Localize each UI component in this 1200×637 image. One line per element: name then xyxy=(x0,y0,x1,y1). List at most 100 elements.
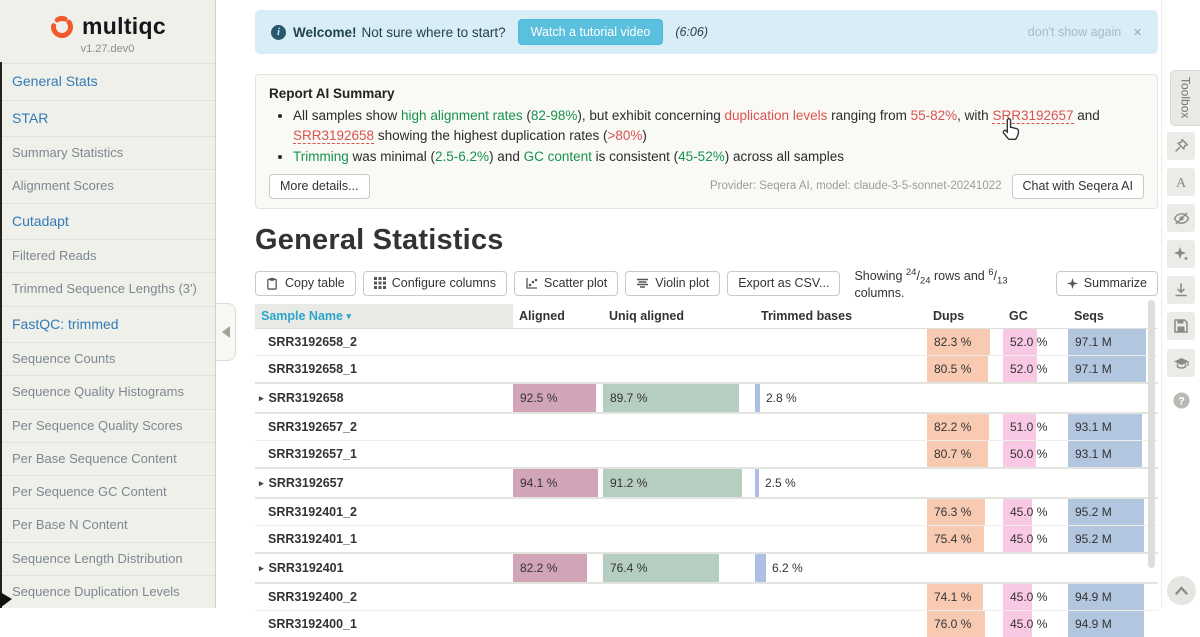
text-segment: showing the highest duplication rates ( xyxy=(374,127,608,143)
dups-cell: 76.3 % xyxy=(927,499,1003,526)
close-icon[interactable]: × xyxy=(1133,23,1142,41)
sidebar-item-fastqc-trimmed[interactable]: FastQC: trimmed xyxy=(0,305,215,343)
expand-icon[interactable]: ▸ xyxy=(259,477,264,488)
version-label: v1.27.dev0 xyxy=(80,43,135,55)
scroll-to-top-button[interactable] xyxy=(1167,576,1196,605)
aligned-cell xyxy=(513,356,603,382)
export-as-csv-button[interactable]: Export as CSV... xyxy=(727,270,841,296)
sidebar-item-per-sequence-quality-scores[interactable]: Per Sequence Quality Scores xyxy=(0,408,215,442)
column-header-uniq-aligned[interactable]: Uniq aligned xyxy=(609,309,684,324)
seqs-cell: 97.1 M xyxy=(1068,329,1148,356)
text-segment: ( xyxy=(522,108,531,123)
hide-samples-icon[interactable] xyxy=(1167,204,1195,232)
seqs-cell: 97.1 M xyxy=(1068,356,1148,383)
main-content: i Welcome! Not sure where to start? Watc… xyxy=(255,0,1158,637)
rename-samples-icon[interactable]: A xyxy=(1167,168,1195,196)
sidebar-item-star[interactable]: STAR xyxy=(0,99,215,137)
column-header-trimmed-bases[interactable]: Trimmed bases xyxy=(761,309,853,324)
table-row[interactable]: SRR3192401_2 76.3 % 45.0 % 95.2 M xyxy=(255,499,1158,526)
column-header-seqs[interactable]: Seqs xyxy=(1074,309,1104,324)
sidebar-item-summary-statistics[interactable]: Summary Statistics xyxy=(0,136,215,169)
table-header: Sample Name ▾ Aligned Uniq aligned Trimmed … xyxy=(255,304,1158,330)
uniq-aligned-cell xyxy=(603,329,755,355)
more-details-button[interactable]: More details... xyxy=(269,173,370,199)
sample-name-cell: SRR3192401_1 xyxy=(268,532,357,547)
page-title: General Statistics xyxy=(255,223,504,256)
watch-tutorial-button[interactable]: Watch a tutorial video xyxy=(517,19,664,45)
sidebar: multiqc v1.27.dev0 General Stats STAR Summ… xyxy=(0,0,216,608)
ai-sparkle-icon[interactable] xyxy=(1167,240,1195,268)
column-header-sample-name[interactable]: Sample Name ▾ xyxy=(255,304,513,329)
expand-icon[interactable]: ▸ xyxy=(259,392,264,403)
toolbox-tab[interactable]: Toolbox xyxy=(1170,70,1200,126)
trimmed-bases-cell xyxy=(755,611,927,637)
table-row[interactable]: ▸ SRR3192657 94.1 % 91.2 % 2.5 % xyxy=(255,467,1158,500)
table-row[interactable]: SRR3192657_1 80.7 % 50.0 % 93.1 M xyxy=(255,440,1158,468)
dups-cell xyxy=(927,469,1003,497)
aligned-cell xyxy=(513,611,603,637)
column-header-aligned[interactable]: Aligned xyxy=(519,309,565,324)
dont-show-again-link[interactable]: don't show again xyxy=(1027,25,1122,39)
table-row[interactable]: SRR3192658_2 82.3 % 52.0 % 97.1 M xyxy=(255,329,1158,356)
uniq-aligned-cell: 89.7 % xyxy=(603,384,755,413)
sample-name-cell[interactable]: ▸ SRR3192657 xyxy=(259,476,344,491)
sample-name-cell: SRR3192400_2 xyxy=(268,590,357,605)
summarize-button[interactable]: Summarize xyxy=(1055,270,1158,296)
table-row[interactable]: SRR3192658_1 80.5 % 52.0 % 97.1 M xyxy=(255,355,1158,383)
column-header-gc[interactable]: GC xyxy=(1009,309,1028,324)
text-segment: Trimming xyxy=(293,149,349,164)
sidebar-item-per-base-n-content[interactable]: Per Base N Content xyxy=(0,508,215,541)
app-title: multiqc xyxy=(82,13,166,39)
gc-cell xyxy=(1003,469,1068,497)
trimmed-bases-cell xyxy=(755,499,927,525)
sample-link[interactable]: SRR3192657 xyxy=(992,108,1074,124)
table-row[interactable]: ▸ SRR3192658 92.5 % 89.7 % 2.8 % xyxy=(255,382,1158,415)
sidebar-item-sequence-length-distribution[interactable]: Sequence Length Distribution xyxy=(0,541,215,575)
sidebar-item-sequence-duplication-levels[interactable]: Sequence Duplication Levels xyxy=(0,574,215,608)
violin-plot-button[interactable]: Violin plot xyxy=(625,270,721,296)
sample-name-cell[interactable]: ▸ SRR3192401 xyxy=(259,561,344,576)
table-row[interactable]: SRR3192400_2 74.1 % 45.0 % 94.9 M xyxy=(255,584,1158,611)
welcome-banner: i Welcome! Not sure where to start? Watc… xyxy=(255,10,1158,54)
trimmed-bases-cell xyxy=(755,441,927,467)
logo-block: multiqc v1.27.dev0 xyxy=(0,0,215,63)
scatter-plot-button[interactable]: Scatter plot xyxy=(513,270,619,296)
configure-columns-button[interactable]: Configure columns xyxy=(362,270,507,296)
save-icon[interactable] xyxy=(1167,312,1195,340)
download-icon[interactable] xyxy=(1167,276,1195,304)
help-icon[interactable]: ? xyxy=(1167,386,1195,414)
sidebar-collapse-handle[interactable] xyxy=(216,303,236,361)
uniq-aligned-cell xyxy=(603,414,755,440)
table-row[interactable]: SRR3192657_2 82.2 % 51.0 % 93.1 M xyxy=(255,414,1158,441)
pin-icon[interactable] xyxy=(1167,132,1195,160)
expand-icon[interactable]: ▸ xyxy=(259,562,264,573)
gc-cell: 45.0 % xyxy=(1003,611,1068,637)
text-segment: ), but exhibit concerning xyxy=(577,108,725,123)
uniq-aligned-cell xyxy=(603,584,755,610)
copy-table-button[interactable]: Copy table xyxy=(255,270,356,296)
seqs-cell xyxy=(1068,554,1148,582)
showing-summary: Showing 24/24 rows and 6/13 columns. xyxy=(854,266,1008,301)
gc-cell xyxy=(1003,554,1068,582)
sample-name-cell[interactable]: ▸ SRR3192658 xyxy=(259,391,344,406)
dups-cell: 82.3 % xyxy=(927,329,1003,356)
text-segment: high alignment rates xyxy=(401,108,523,123)
sidebar-item-general-stats[interactable]: General Stats xyxy=(0,63,215,100)
sidebar-item-cutadapt[interactable]: Cutadapt xyxy=(0,202,215,240)
chat-with-seqera-button[interactable]: Chat with Seqera AI xyxy=(1011,173,1144,199)
table-scrollbar[interactable] xyxy=(1148,300,1155,568)
table-row[interactable]: SRR3192401_1 75.4 % 45.0 % 95.2 M xyxy=(255,525,1158,553)
tutorial-icon[interactable] xyxy=(1167,349,1195,377)
sidebar-item-per-base-sequence-content[interactable]: Per Base Sequence Content xyxy=(0,441,215,475)
sidebar-item-sequence-quality-histograms[interactable]: Sequence Quality Histograms xyxy=(0,375,215,408)
table-row[interactable]: SRR3192400_1 76.0 % 45.0 % 94.9 M xyxy=(255,610,1158,637)
sidebar-item-alignment-scores[interactable]: Alignment Scores xyxy=(0,169,215,202)
sidebar-item-filtered-reads[interactable]: Filtered Reads xyxy=(0,239,215,272)
sidebar-item-per-sequence-gc-content[interactable]: Per Sequence GC Content xyxy=(0,475,215,508)
table-row[interactable]: ▸ SRR3192401 82.2 % 76.4 % 6.2 % xyxy=(255,552,1158,585)
sample-link[interactable]: SRR3192658 xyxy=(293,127,375,144)
column-header-dups[interactable]: Dups xyxy=(933,309,965,324)
sidebar-item-sequence-counts[interactable]: Sequence Counts xyxy=(0,342,215,375)
sidebar-item-trimmed-sequence-lengths-3[interactable]: Trimmed Sequence Lengths (3') xyxy=(0,272,215,305)
aligned-cell xyxy=(513,526,603,552)
